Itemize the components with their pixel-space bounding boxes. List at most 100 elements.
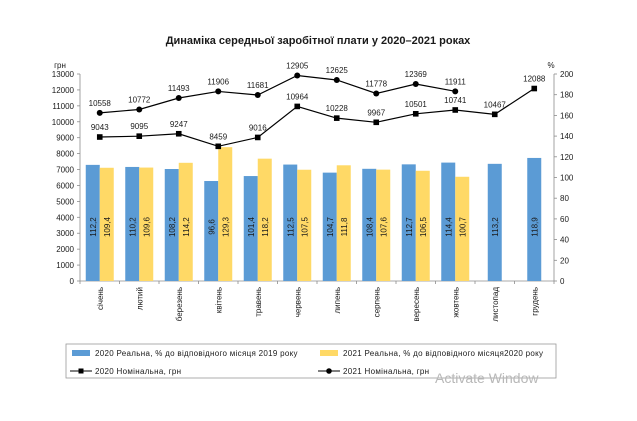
bar-2021-real bbox=[376, 169, 391, 281]
left-tick-label: 13000 bbox=[52, 70, 75, 79]
bar-label-2020-real: 114,4 bbox=[444, 217, 453, 237]
bar-label-2021-real: 109,6 bbox=[142, 216, 151, 237]
point-2020-nominal bbox=[412, 110, 419, 117]
left-tick-label: 0 bbox=[70, 277, 75, 286]
point-label-2020-nominal: 10228 bbox=[326, 104, 349, 113]
point-2020-nominal bbox=[215, 143, 222, 150]
category-label: липень bbox=[333, 287, 342, 314]
category-label: серпень bbox=[372, 287, 381, 317]
point-2021-nominal bbox=[373, 90, 380, 97]
left-tick-label: 11000 bbox=[52, 102, 74, 111]
point-label-2020-nominal: 9095 bbox=[130, 122, 148, 131]
bar-2020-real bbox=[401, 164, 416, 281]
bar-2020-real bbox=[125, 166, 140, 281]
legend-label-2020-nominal: 2020 Номінальна, грн bbox=[95, 367, 181, 376]
right-tick-label: 40 bbox=[560, 236, 569, 245]
point-label-2020-nominal: 8459 bbox=[209, 132, 227, 141]
point-label-2021-nominal: 11778 bbox=[365, 79, 387, 88]
left-tick-label: 8000 bbox=[56, 150, 74, 159]
point-label-2020-nominal: 9247 bbox=[170, 120, 188, 129]
bar-2021-real bbox=[218, 147, 233, 281]
point-label-2020-nominal: 10741 bbox=[444, 96, 467, 105]
bar-label-2020-real: 96,6 bbox=[207, 219, 216, 235]
bar-label-2020-real: 101,4 bbox=[247, 216, 256, 237]
point-2020-nominal bbox=[136, 133, 143, 139]
point-2021-nominal bbox=[333, 76, 340, 83]
bar-label-2020-real: 118,9 bbox=[530, 217, 539, 237]
point-2021-nominal bbox=[412, 81, 419, 88]
legend-label-2021-nominal: 2021 Номінальна, грн bbox=[343, 367, 429, 376]
left-tick-label: 2000 bbox=[56, 245, 74, 254]
point-label-2021-nominal: 12369 bbox=[405, 70, 428, 79]
bar-2020-real bbox=[164, 169, 179, 281]
bar-2021-real bbox=[297, 169, 312, 281]
right-tick-label: 100 bbox=[560, 174, 574, 183]
point-2020-nominal bbox=[294, 103, 301, 110]
category-label: квітень bbox=[214, 287, 223, 313]
bar-label-2021-real: 114,2 bbox=[182, 217, 191, 237]
bar-label-2020-real: 110,2 bbox=[128, 217, 137, 237]
plot-area: 0100020003000400050006000700080009000100… bbox=[52, 61, 574, 322]
point-label-2021-nominal: 11911 bbox=[445, 77, 467, 86]
category-label: грудень bbox=[530, 287, 539, 316]
left-tick-label: 3000 bbox=[56, 229, 74, 238]
right-tick-label: 140 bbox=[560, 132, 574, 141]
point-2020-nominal bbox=[373, 119, 380, 126]
watermark-text: Activate Window bbox=[435, 370, 539, 386]
point-2020-nominal bbox=[254, 134, 261, 141]
bar-label-2020-real: 112,7 bbox=[405, 217, 414, 237]
point-label-2020-nominal: 9016 bbox=[249, 123, 267, 132]
bar-2021-real bbox=[139, 167, 154, 281]
bar-label-2021-real: 107,5 bbox=[300, 216, 309, 237]
point-label-2020-nominal: 10964 bbox=[286, 92, 309, 101]
category-label: жовтень bbox=[451, 287, 460, 317]
left-tick-label: 10000 bbox=[52, 118, 75, 127]
legend: 2020 Реальна, % до відповідного місяця 2… bbox=[65, 343, 557, 379]
chart-title: Динаміка середньої заробітної плати у 20… bbox=[166, 35, 471, 47]
bar-label-2021-real: 100,7 bbox=[458, 216, 467, 237]
point-label-2021-nominal: 12905 bbox=[286, 62, 309, 71]
bar-2021-real bbox=[415, 170, 430, 281]
point-2020-nominal bbox=[175, 130, 182, 137]
bar-2020-real bbox=[362, 168, 377, 281]
bar-2020-real bbox=[322, 172, 337, 281]
right-tick-label: 80 bbox=[560, 194, 569, 203]
bar-2021-real bbox=[178, 162, 193, 281]
point-label-2021-nominal: 12625 bbox=[326, 66, 349, 75]
point-2021-nominal bbox=[175, 94, 182, 101]
left-tick-label: 4000 bbox=[56, 213, 74, 222]
left-tick-label: 6000 bbox=[56, 181, 74, 190]
left-tick-label: 1000 bbox=[56, 261, 74, 270]
category-label: листопад bbox=[491, 287, 500, 322]
legend-frame bbox=[65, 343, 557, 379]
bar-2020-real bbox=[487, 163, 502, 281]
right-tick-label: 120 bbox=[560, 153, 574, 162]
legend-marker-circle-icon bbox=[326, 368, 332, 374]
category-label: вересень bbox=[412, 287, 421, 322]
point-2020-nominal bbox=[452, 107, 459, 113]
bar-2020-real bbox=[527, 157, 542, 281]
point-2021-nominal bbox=[96, 109, 103, 116]
bar-label-2021-real: 106,5 bbox=[419, 216, 428, 237]
bar-label-2020-real: 112,5 bbox=[286, 217, 295, 237]
bar-2020-real bbox=[204, 181, 219, 281]
left-tick-label: 9000 bbox=[56, 134, 74, 143]
bar-label-2020-real: 108,4 bbox=[365, 216, 374, 237]
bar-label-2021-real: 107,6 bbox=[379, 216, 388, 237]
point-2020-nominal bbox=[531, 85, 538, 92]
bar-label-2021-real: 118,2 bbox=[261, 217, 270, 237]
point-2021-nominal bbox=[254, 92, 261, 99]
bar-2021-real bbox=[99, 167, 114, 281]
category-label: червень bbox=[293, 287, 302, 317]
right-tick-label: 200 bbox=[560, 70, 574, 79]
legend-swatch-2020-real bbox=[72, 350, 90, 356]
point-2020-nominal bbox=[333, 115, 340, 121]
right-tick-label: 60 bbox=[560, 215, 569, 224]
bar-label-2020-real: 112,2 bbox=[89, 217, 98, 237]
left-axis-unit: грн bbox=[54, 61, 66, 70]
legend-marker-square-icon bbox=[78, 368, 84, 374]
point-label-2021-nominal: 11493 bbox=[168, 84, 190, 93]
legend-label-2020-real: 2020 Реальна, % до відповідного місяця 2… bbox=[95, 349, 298, 358]
category-label: січень bbox=[96, 287, 105, 310]
